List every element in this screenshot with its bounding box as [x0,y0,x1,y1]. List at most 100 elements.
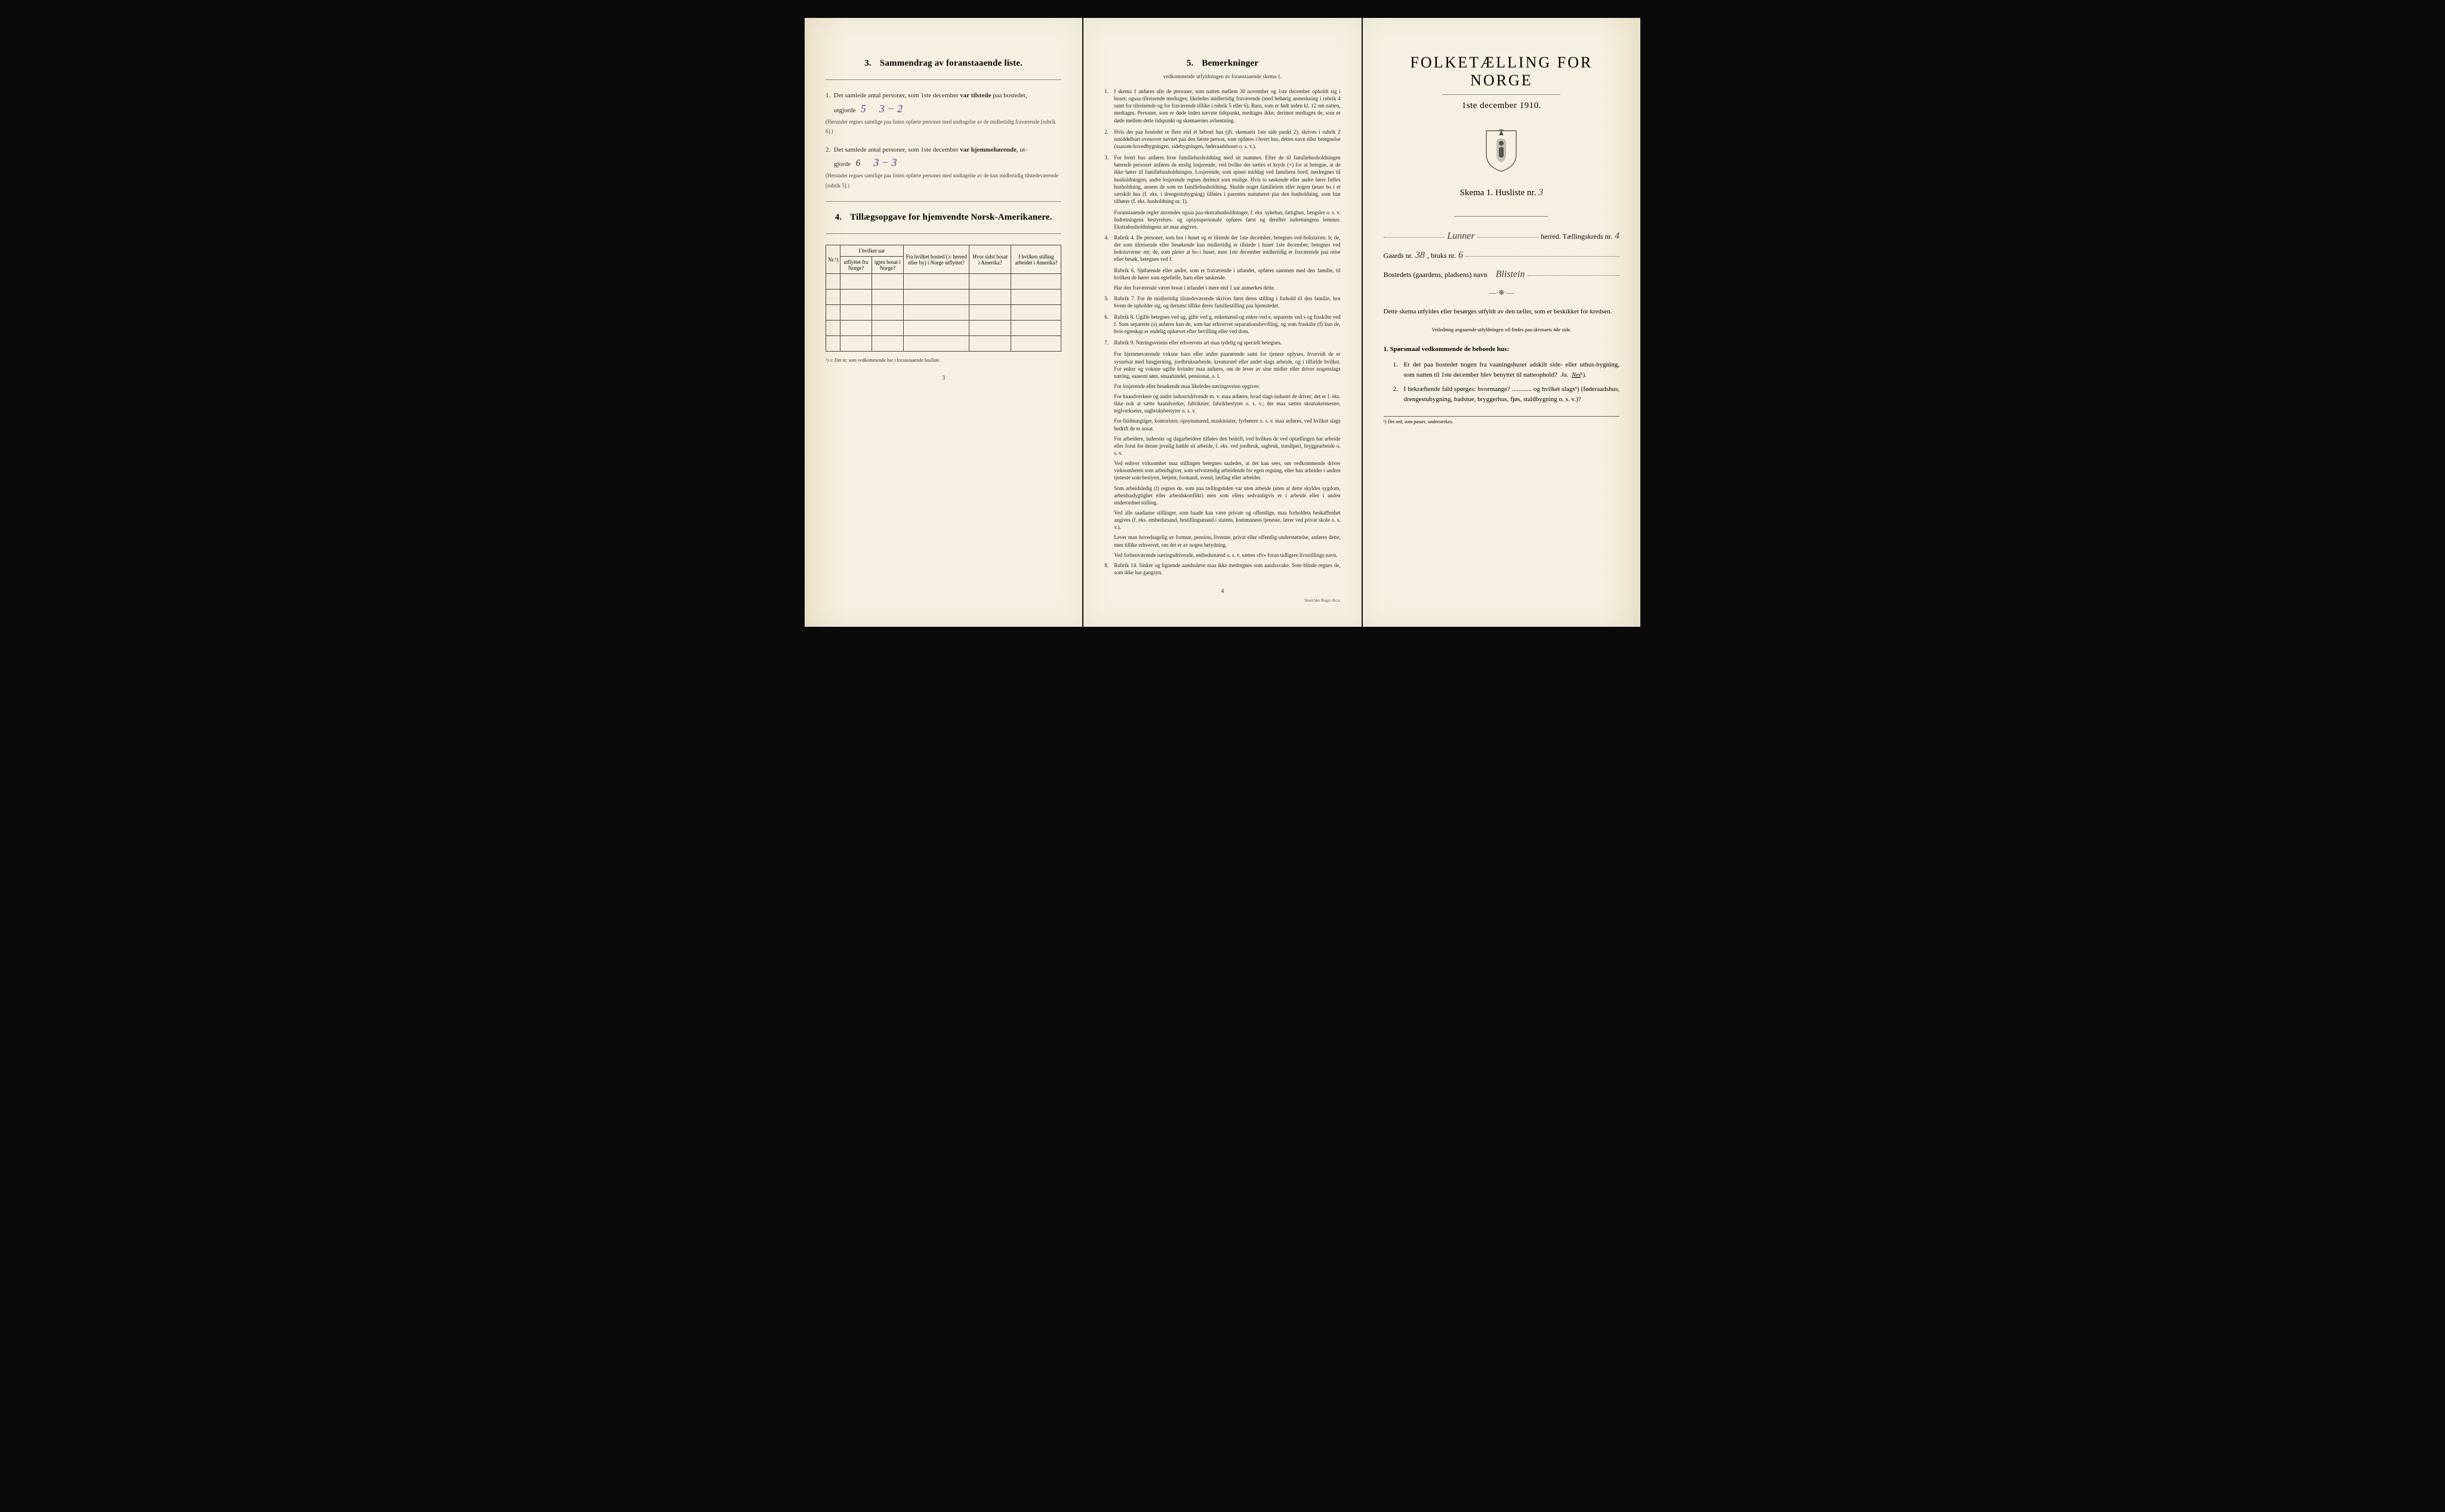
item-sub: For fuldmægtiger, kontorister, opsynsmæn… [1114,417,1340,432]
table-row [826,274,1061,290]
page-right: FOLKETÆLLING FOR NORGE 1ste december 191… [1363,18,1640,627]
q2-note: (Herunder regnes samtlige paa listen opf… [826,173,1058,189]
item-text: Rubrik 9. Næringsveiens eller erhvervets… [1114,339,1340,346]
gaard-nr: 38 [1415,250,1425,261]
section5-num: 5. [1187,58,1194,68]
th-stilling: I hvilken stilling arbeidet i Amerika? [1011,245,1061,274]
question-head: 1. Spørsmaal vedkommende de beboede hus: [1384,344,1619,355]
q-num: 2. [1393,384,1404,404]
item-text: Rubrik 4. De personer, som bor i huset o… [1114,234,1340,263]
th-aar-inn: igjen bosat i Norge? [872,257,903,274]
q1-sup: ¹). [1581,371,1587,378]
page-left: 3. Sammendrag av foranstaaende liste. 1.… [805,18,1082,627]
bruk-nr: 6 [1458,250,1463,261]
item-sub: Lever man hovedsagelig av formue, pensio… [1114,534,1340,548]
item-sub: Som arbeidsledig (l) regnes de, som paa … [1114,485,1340,506]
q-num: 1. [1393,360,1404,380]
q1-prefix: Det samlede antal personer, som 1ste dec… [834,92,959,99]
th-aar-ut: utflyttet fra Norge? [840,257,872,274]
q2-prefix: Det samlede antal personer, som 1ste dec… [834,146,959,153]
q1-text: Er der paa bostedet nogen fra vaaningshu… [1404,361,1619,378]
skema-line: Skema 1. Husliste nr. 3 [1384,187,1619,198]
question-1: 1. Er der paa bostedet nogen fra vaaning… [1393,360,1619,380]
instruction-sub: Veiledning angaaende utfyldningen vil fi… [1384,327,1619,332]
table-row [826,336,1061,352]
item-num: 1. [1104,88,1114,124]
table-footnote: ¹) ɔ: Det nr. som vedkommende har i fora… [826,358,1061,363]
q1-ja: Ja. [1560,371,1568,378]
table-row [826,305,1061,321]
emigrant-table: Nr.¹) I hvilket aar Fra hvilket bosted (… [826,245,1061,352]
q2-text: I bekræftende fald spørges: hvormange? .… [1404,384,1619,404]
item-num: 6. [1104,313,1114,335]
q1-note: (Herunder regnes samtlige paa listen opf… [826,119,1056,135]
section4-num: 4. [835,213,842,222]
page-number: 3 [826,375,1061,381]
th-bosted: Fra hvilket bosted (ɔ: herred eller by) … [903,245,969,274]
item-sub: For arbeidere, inderster og dagarbeidere… [1114,435,1340,457]
item-text: I skema 1 anføres alle de personer, som … [1114,88,1340,124]
footnote: ¹) Det ord, som passer, understrekes. [1384,416,1619,424]
page-number: 4 [1104,588,1340,595]
q2-hand1: 6 [855,158,860,168]
divider [826,233,1061,234]
section3-heading: 3. Sammendrag av foranstaaende liste. [826,58,1061,69]
instruction-text: Dette skema utfyldes eller besørges utfy… [1384,307,1619,317]
q1-suffix: paa bostedet, [993,92,1027,99]
item-text: Rubrik 8. Ugifte betegnes ved ug, gifte … [1114,313,1340,335]
remarks-list: 1.I skema 1 anføres alle de personer, so… [1104,88,1340,576]
question-2: 2. I bekræftende fald spørges: hvormange… [1393,384,1619,404]
item-sub: Ved alle saadanne stillinger, som baade … [1114,509,1340,531]
item-sub: For haandverkere og andre industridriven… [1114,393,1340,414]
th-sidst: Hvor sidst bosat i Amerika? [969,245,1011,274]
q2: 2. Det samlede antal personer, som 1ste … [826,145,1061,191]
q1-label: utgjorde [834,107,856,114]
item-text: For hvert hus anføres hver familiehushol… [1114,154,1340,205]
section3-title: Sammendrag av foranstaaende liste. [880,58,1023,68]
herred-line: Lunner herred. Tællingskreds nr. 4 [1384,231,1619,242]
table-row [826,321,1061,336]
section5-sub: vedkommende utfyldningen av foranstaaend… [1104,73,1340,79]
gaard-label: Gaards nr. [1384,251,1413,260]
item-sub: Ved enhver virksomhet maa stillingen bet… [1114,460,1340,481]
herred-label: herred. Tællingskreds nr. [1541,232,1612,241]
q-text: Er der paa bostedet nogen fra vaaningshu… [1404,360,1619,380]
section4-title: Tillægsopgave for hjemvendte Norsk-Ameri… [850,213,1052,222]
item-num: 3. [1104,154,1114,205]
item-num: 8. [1104,562,1114,576]
ornament-icon: ―·❋·― [1384,288,1619,297]
q1-hand2: 3 − 2 [879,103,903,115]
item-sub: Foranstaaende regler anvendes ogsaa paa … [1114,209,1340,230]
main-title: FOLKETÆLLING FOR NORGE [1384,54,1619,90]
item-num: 5. [1104,295,1114,309]
q1-hand1: 5 [861,103,866,115]
th-nr: Nr.¹) [826,245,840,274]
item-num: 2. [1104,128,1114,150]
kreds-nr: 4 [1615,231,1619,242]
divider [1442,94,1560,95]
item-text: Rubrik 7. For de midlertidig tilstedevær… [1114,295,1340,309]
q1: 1. Det samlede antal personer, som 1ste … [826,91,1061,137]
title-date: 1ste december 1910. [1384,101,1619,111]
bosted-hand: Blistein [1496,269,1525,280]
section3-num: 3. [864,58,872,68]
item-sub: Har den fraværende været bosat i utlande… [1114,284,1340,291]
item-sub: Rubrik 6. Sjøfarende eller andre, som er… [1114,267,1340,281]
imprint: Steen'ske Bogtr. Kr.a. [1104,598,1340,603]
q2-hand2: 3 − 3 [873,156,897,168]
bruk-label: , bruks nr. [1427,251,1456,260]
item-num: 4. [1104,234,1114,263]
section5-heading: 5. Bemerkninger [1104,58,1340,69]
document-spread: 3. Sammendrag av foranstaaende liste. 1.… [805,18,1640,627]
q2-bold: var hjemmehørende [960,146,1017,153]
bosted-line: Bostedets (gaardens, pladsens) navn Blis… [1384,269,1619,280]
questions-block: 1. Spørsmaal vedkommende de beboede hus:… [1384,344,1619,405]
skema-label: Skema 1. Husliste nr. [1459,188,1536,198]
husliste-nr: 3 [1538,187,1543,198]
item-text: Rubrik 14. Sinker og lignende aandssløve… [1114,562,1340,576]
page-mid: 5. Bemerkninger vedkommende utfyldningen… [1083,18,1361,627]
divider [1454,216,1548,217]
item-num: 7. [1104,339,1114,346]
table-row [826,290,1061,305]
coat-of-arms-icon [1384,128,1619,175]
